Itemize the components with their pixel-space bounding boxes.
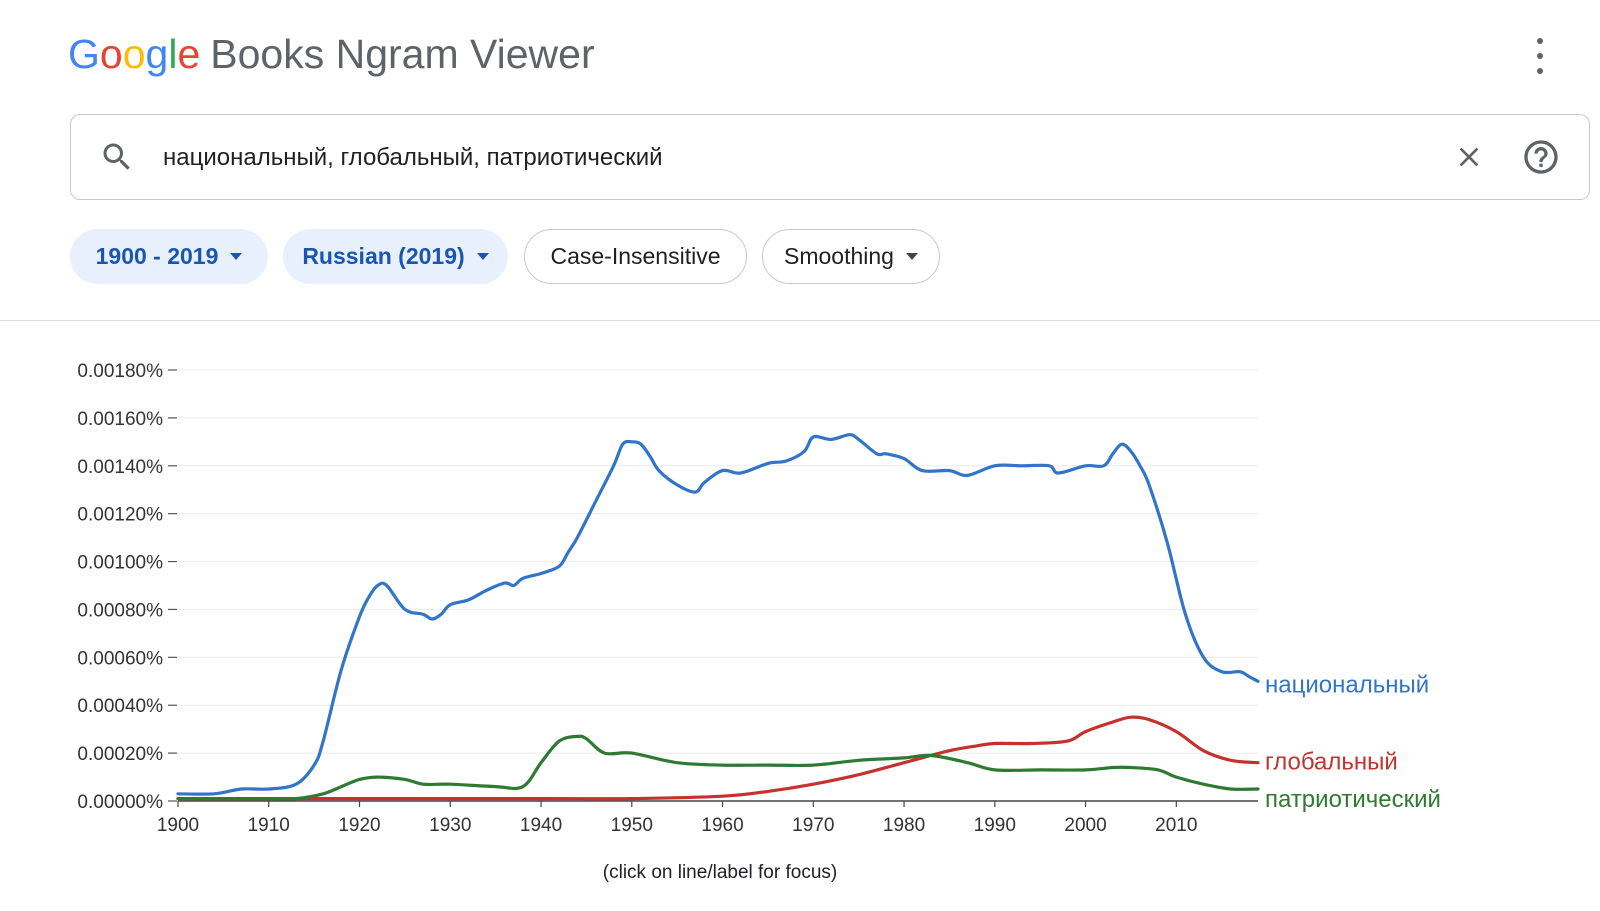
y-tick-label: 0.00020% xyxy=(77,744,163,765)
series-label[interactable]: глобальный xyxy=(1265,749,1398,776)
ngram-chart: 0.00000% 0.00020% 0.00040% 0.00060% 0.00080%… xyxy=(77,361,1441,836)
y-tick-label: 0.00180% xyxy=(77,361,163,382)
smoothing-filter[interactable]: Smoothing xyxy=(762,229,940,284)
search-input[interactable] xyxy=(161,133,1415,183)
corpus-filter[interactable]: Russian (2019) xyxy=(283,229,508,284)
series-label[interactable]: патриотический xyxy=(1265,786,1441,813)
menu-dot xyxy=(1537,53,1543,59)
x-tick-label: 1960 xyxy=(701,815,743,836)
corpus-label: Russian (2019) xyxy=(302,243,465,269)
google-books-logo[interactable]: Google Books Ngram Viewer xyxy=(68,30,595,78)
dropdown-arrow-icon xyxy=(476,253,489,260)
x-tick-label: 1950 xyxy=(611,815,653,836)
x-tick-label: 1940 xyxy=(520,815,562,836)
logo-letter: l xyxy=(168,31,178,77)
series-line-2[interactable] xyxy=(176,734,1260,801)
logo-letter: o xyxy=(99,31,123,77)
dropdown-arrow-icon xyxy=(230,253,243,260)
x-tick-label: 1910 xyxy=(248,815,290,836)
logo-letter: G xyxy=(68,31,100,77)
y-tick-label: 0.00160% xyxy=(77,409,163,430)
y-tick-label: 0.00000% xyxy=(77,792,163,813)
year-range-filter[interactable]: 1900 - 2019 xyxy=(70,229,268,284)
divider xyxy=(0,320,1600,321)
logo-letter: g xyxy=(145,31,169,77)
y-tick-label: 0.00040% xyxy=(77,696,163,717)
series-line-1[interactable] xyxy=(176,715,1260,801)
logo-letter: o xyxy=(122,31,146,77)
x-tick-label: 2000 xyxy=(1064,815,1106,836)
menu-dot xyxy=(1537,38,1543,44)
x-tick-label: 1900 xyxy=(157,815,199,836)
product-name: Books Ngram Viewer xyxy=(210,31,595,77)
smoothing-label: Smoothing xyxy=(784,243,894,269)
dropdown-arrow-icon xyxy=(905,253,918,260)
y-tick-label: 0.00140% xyxy=(77,457,163,478)
x-tick-label: 1990 xyxy=(974,815,1016,836)
series-line-0[interactable] xyxy=(176,433,1260,796)
search-icon[interactable] xyxy=(99,139,135,180)
y-tick-label: 0.00120% xyxy=(77,505,163,526)
x-tick-label: 1980 xyxy=(883,815,925,836)
help-icon[interactable] xyxy=(1521,137,1561,182)
google-wordmark: Google xyxy=(68,31,200,77)
case-insensitive-toggle[interactable]: Case-Insensitive xyxy=(524,229,747,284)
series-label[interactable]: национальный xyxy=(1265,671,1429,698)
y-tick-label: 0.00080% xyxy=(77,600,163,621)
year-range-label: 1900 - 2019 xyxy=(95,243,219,269)
more-vert-icon[interactable] xyxy=(1532,38,1548,74)
x-tick-label: 1970 xyxy=(792,815,834,836)
y-tick-label: 0.00060% xyxy=(77,648,163,669)
menu-dot xyxy=(1537,68,1543,74)
close-icon[interactable] xyxy=(1453,141,1485,178)
chart-caption: (click on line/label for focus) xyxy=(602,862,838,883)
logo-letter: e xyxy=(177,31,201,77)
y-tick-label: 0.00100% xyxy=(77,553,163,574)
x-tick-label: 1930 xyxy=(429,815,471,836)
case-label: Case-Insensitive xyxy=(550,243,721,269)
x-tick-label: 2010 xyxy=(1155,815,1197,836)
x-tick-label: 1920 xyxy=(338,815,380,836)
search-box xyxy=(70,114,1590,200)
